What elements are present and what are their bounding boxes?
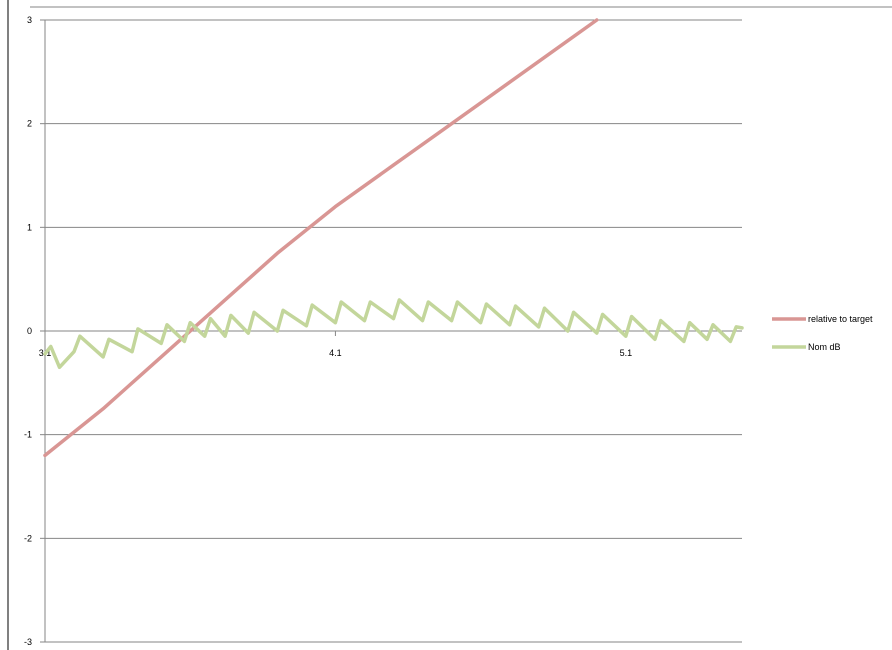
y-tick-label: 2 [27,119,32,129]
legend: relative to target Nom dB [772,314,873,352]
series-line-1 [43,18,599,458]
series-line-2 [43,298,744,370]
y-tick-label: 3 [27,15,32,25]
y-tick-label: -1 [24,430,32,440]
series-lines [43,18,744,458]
x-tick-label: 5.1 [620,348,633,358]
y-tick-label: -3 [24,637,32,647]
y-tick-label: 1 [27,222,32,232]
y-tick-label: 0 [27,326,32,336]
legend-label-2: Nom dB [808,342,841,352]
y-tick-label: -2 [24,533,32,543]
x-tick-labels: 3.1 4.1 5.1 [39,331,632,358]
y-tick-labels: 3 2 1 0 -1 -2 -3 [24,15,32,647]
legend-label-1: relative to target [808,314,873,324]
x-tick-label: 4.1 [329,348,342,358]
